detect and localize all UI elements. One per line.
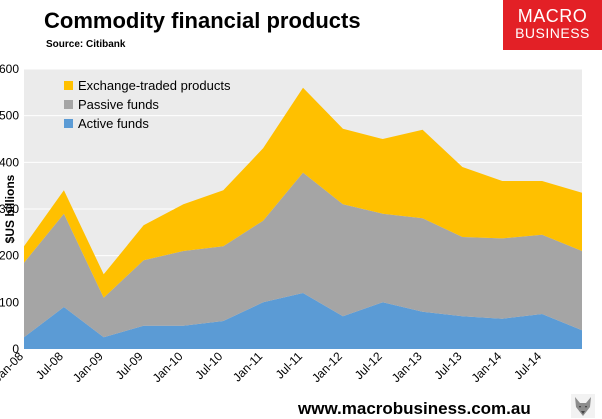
legend-label: Active funds — [78, 116, 149, 131]
legend-label: Exchange-traded products — [78, 78, 231, 93]
logo-line-business: BUSINESS — [515, 25, 590, 41]
chart-title: Commodity financial products — [44, 8, 361, 33]
chart-source: Source: Citibank — [46, 39, 126, 50]
x-tick-label: Jul-10 — [192, 349, 225, 382]
x-tick-label: Jan-08 — [0, 349, 26, 385]
wolf-logo-icon — [571, 394, 595, 418]
x-tick-label: Jul-13 — [432, 349, 465, 382]
y-axis-title: $US billions — [3, 174, 17, 243]
x-tick-label: Jan-09 — [70, 349, 106, 385]
x-tick-label: Jan-13 — [389, 349, 425, 385]
macrobusiness-logo[interactable]: MACRO BUSINESS — [503, 0, 602, 50]
y-tick-label: 400 — [0, 155, 19, 169]
y-tick-label: 100 — [0, 295, 19, 309]
x-tick-label: Jul-12 — [352, 349, 385, 382]
logo-line-macro: MACRO — [517, 6, 588, 26]
x-tick-label: Jan-14 — [469, 349, 505, 385]
x-tick-label: Jul-09 — [113, 349, 146, 382]
y-tick-label: 500 — [0, 109, 19, 123]
legend: Exchange-traded products Passive funds Act… — [64, 78, 231, 131]
x-tick-label: Jan-12 — [309, 349, 345, 385]
y-tick-label: 300 — [0, 202, 19, 216]
legend-swatch — [64, 119, 73, 128]
y-tick-label: 600 — [0, 62, 19, 76]
area-series — [24, 87, 582, 349]
x-tick-label: Jan-11 — [230, 349, 265, 384]
x-tick-label: Jul-11 — [273, 349, 306, 382]
x-tick-label: Jul-08 — [33, 349, 66, 382]
legend-label: Passive funds — [78, 97, 159, 112]
x-tick-label: Jan-10 — [150, 349, 186, 385]
passive-funds-area — [24, 172, 582, 338]
legend-swatch — [64, 81, 73, 90]
exchange-traded-products-area — [24, 87, 582, 298]
x-tick-label: Jul-14 — [511, 349, 544, 382]
footer-url[interactable]: www.macrobusiness.com.au — [298, 399, 531, 418]
x-axis-ticks: Jan-08 Jul-08 Jan-09 Jul-09 Jan-10 Jul-10 Jan-… — [0, 349, 544, 385]
y-axis-ticks: 0 100 200 300 400 500 600 — [0, 62, 19, 356]
y-tick-label: 0 — [12, 342, 19, 356]
active-funds-area — [24, 293, 582, 349]
y-tick-label: 200 — [0, 249, 19, 263]
legend-swatch — [64, 100, 73, 109]
